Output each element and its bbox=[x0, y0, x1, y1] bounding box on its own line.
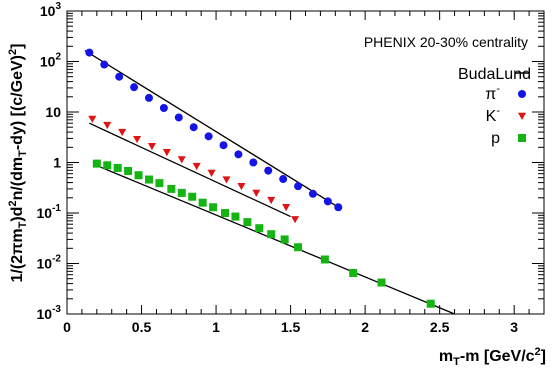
fit-line-p bbox=[93, 163, 455, 315]
y-tick-label: 10-1 bbox=[37, 203, 62, 221]
x-tick-label: 2.5 bbox=[430, 319, 450, 335]
y-tick-label: 102 bbox=[40, 52, 62, 70]
data-point-k bbox=[162, 148, 171, 157]
legend-marker-p bbox=[518, 134, 526, 142]
data-point-p bbox=[144, 175, 153, 184]
data-markers bbox=[85, 48, 435, 308]
data-point-pi bbox=[144, 93, 153, 102]
data-point-p bbox=[167, 184, 176, 193]
data-point-k bbox=[291, 216, 300, 224]
data-point-k bbox=[88, 115, 97, 123]
x-tick-label: 2 bbox=[361, 319, 369, 335]
data-point-pi bbox=[264, 166, 273, 175]
legend-marker-pi bbox=[518, 90, 526, 98]
data-point-k bbox=[118, 128, 127, 137]
data-point-p bbox=[320, 255, 329, 264]
legend-marker-k bbox=[518, 112, 526, 120]
data-point-p bbox=[198, 198, 207, 207]
y-axis: 10-3 10-2 10-1 1 10 102 103 bbox=[37, 1, 544, 322]
legend-label-p: p bbox=[491, 130, 500, 147]
fit-line-pi bbox=[84, 49, 341, 209]
data-point-k bbox=[177, 156, 186, 164]
data-point-p bbox=[377, 278, 386, 287]
y-tick-label: 103 bbox=[40, 1, 62, 19]
y-tick-label: 10 bbox=[45, 104, 61, 120]
data-point-pi bbox=[115, 72, 124, 81]
y-tick-label: 1 bbox=[53, 155, 61, 171]
data-point-pi bbox=[100, 60, 109, 69]
x-axis: 0 0.5 1 1.5 2 2.5 3 bbox=[63, 11, 545, 335]
legend-fit-label: BudaLund bbox=[458, 66, 531, 83]
fit-line-k bbox=[89, 122, 291, 218]
data-point-p bbox=[294, 243, 303, 252]
legend-label-pi: π- bbox=[485, 83, 500, 103]
x-tick-label: 1 bbox=[212, 319, 220, 335]
data-point-pi bbox=[234, 150, 243, 159]
data-point-pi bbox=[294, 182, 303, 191]
data-point-k bbox=[282, 204, 291, 212]
data-point-pi bbox=[249, 158, 258, 167]
data-point-p bbox=[426, 299, 435, 308]
data-point-pi bbox=[130, 83, 139, 92]
y-tick-label: 10-2 bbox=[37, 254, 62, 272]
fit-curves bbox=[84, 49, 455, 315]
y-tick-label: 10-3 bbox=[37, 304, 62, 322]
data-point-k bbox=[103, 121, 112, 130]
data-point-p bbox=[188, 192, 197, 201]
data-point-k bbox=[147, 143, 156, 151]
data-point-p bbox=[243, 218, 252, 227]
data-point-pi bbox=[85, 48, 94, 57]
data-point-pi bbox=[219, 141, 228, 150]
data-point-pi bbox=[334, 203, 343, 212]
centrality-annotation: PHENIX 20-30% centrality bbox=[364, 34, 528, 50]
data-point-pi bbox=[308, 189, 317, 198]
data-point-pi bbox=[323, 197, 332, 206]
legend-label-k: K- bbox=[486, 105, 501, 125]
x-tick-label: 0 bbox=[63, 319, 71, 335]
legend: BudaLund π-K-p bbox=[458, 66, 531, 147]
data-point-p bbox=[103, 161, 112, 170]
data-point-pi bbox=[159, 104, 168, 113]
data-point-pi bbox=[204, 132, 213, 141]
data-point-k bbox=[133, 135, 142, 144]
data-point-p bbox=[177, 188, 186, 197]
data-point-p bbox=[113, 163, 122, 172]
data-point-pi bbox=[279, 175, 288, 184]
data-point-k bbox=[237, 182, 246, 191]
data-point-p bbox=[349, 268, 358, 277]
data-point-k bbox=[207, 169, 216, 177]
data-point-p bbox=[267, 230, 276, 239]
data-point-p bbox=[255, 224, 264, 233]
data-point-p bbox=[231, 212, 240, 221]
data-point-p bbox=[221, 209, 230, 217]
x-tick-label: 1.5 bbox=[281, 319, 301, 335]
data-point-p bbox=[209, 203, 218, 212]
data-point-k bbox=[267, 196, 276, 205]
x-axis-title: mT-m [GeV/c2] bbox=[439, 346, 546, 368]
data-point-k bbox=[222, 176, 231, 184]
data-point-k bbox=[252, 189, 261, 197]
data-point-pi bbox=[189, 123, 198, 132]
x-tick-label: 0.5 bbox=[132, 319, 152, 335]
x-tick-label: 3 bbox=[510, 319, 518, 335]
data-point-p bbox=[92, 159, 101, 168]
data-point-k bbox=[192, 162, 201, 171]
data-point-pi bbox=[174, 113, 183, 122]
plot-frame bbox=[66, 10, 545, 315]
data-point-p bbox=[155, 179, 164, 188]
data-point-p bbox=[280, 235, 289, 244]
y-axis-title: 1/(2πmT)d2n/(dmT-dy) [(c/GeV)2] bbox=[7, 44, 29, 283]
data-point-p bbox=[134, 171, 143, 180]
legend-entries: π-K-p bbox=[485, 83, 526, 147]
data-point-p bbox=[124, 166, 133, 175]
